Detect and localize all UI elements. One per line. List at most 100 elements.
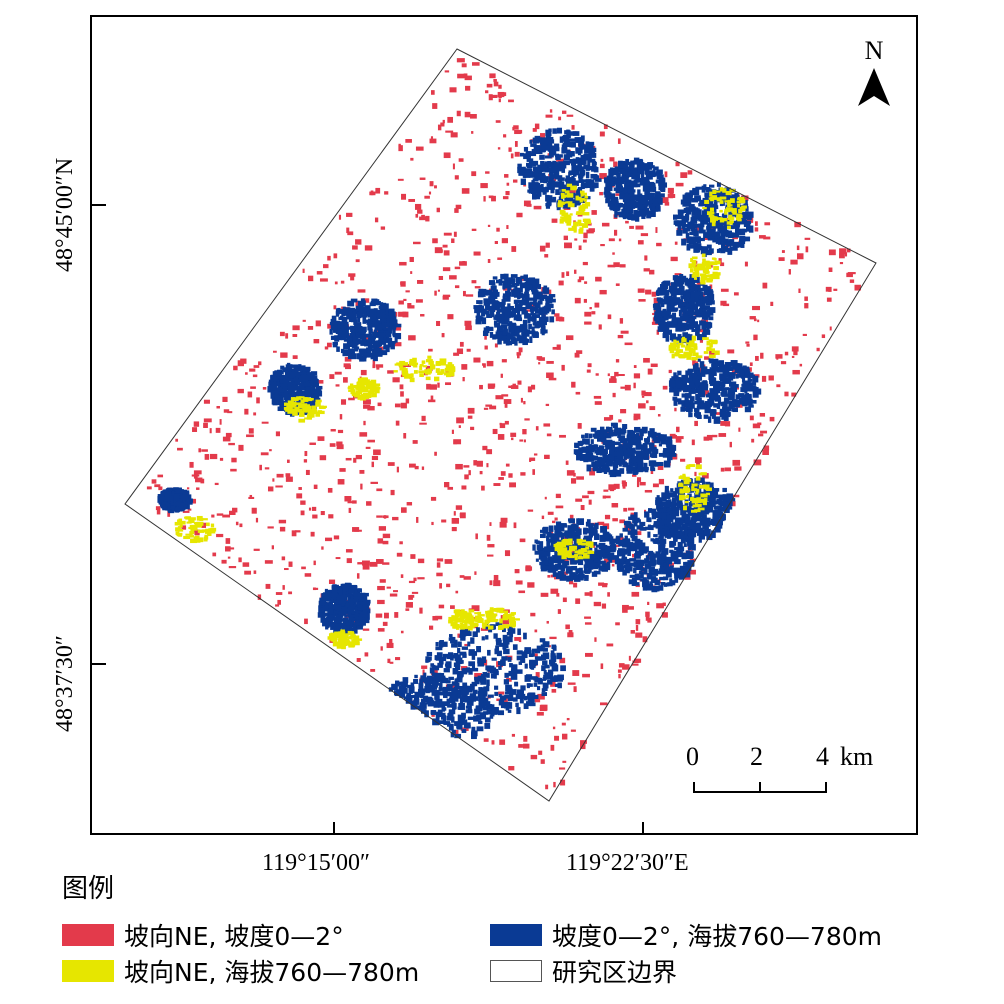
red-patch (617, 536, 624, 541)
blue-patch (501, 299, 506, 305)
blue-patch (654, 432, 661, 437)
red-patch (238, 444, 244, 451)
red-patch (428, 191, 432, 195)
blue-patch (367, 344, 373, 350)
red-patch (504, 403, 508, 408)
blue-patch (529, 306, 533, 312)
blue-patch (502, 286, 506, 290)
red-patch (661, 197, 669, 204)
red-patch (175, 438, 179, 442)
red-patch (464, 320, 472, 326)
red-patch (345, 365, 351, 370)
red-patch (339, 468, 346, 472)
red-patch (346, 212, 353, 217)
blue-patch (674, 546, 680, 550)
blue-patch (565, 175, 571, 180)
blue-patch (748, 385, 756, 392)
red-patch (405, 398, 410, 404)
red-patch (272, 478, 275, 482)
red-patch (377, 402, 382, 407)
red-patch (558, 280, 564, 286)
blue-patch (544, 560, 549, 564)
blue-patch (481, 317, 487, 325)
blue-patch (680, 538, 686, 544)
blue-patch (561, 167, 566, 173)
red-patch (720, 288, 729, 292)
red-patch (617, 334, 624, 339)
blue-patch (691, 520, 697, 525)
blue-patch (726, 240, 732, 247)
red-patch (471, 228, 477, 231)
blue-patch (304, 389, 310, 395)
red-patch (498, 691, 505, 695)
blue-patch (650, 202, 657, 208)
red-patch (285, 473, 291, 477)
blue-patch (697, 223, 703, 228)
red-patch (753, 459, 762, 466)
red-patch (398, 145, 403, 152)
blue-patch (694, 363, 699, 370)
blue-patch (388, 310, 393, 314)
red-patch (568, 580, 574, 585)
red-patch (535, 672, 540, 678)
blue-patch (681, 523, 688, 531)
blue-patch (366, 319, 372, 325)
blue-patch (390, 342, 395, 350)
blue-patch (713, 505, 719, 510)
red-patch (451, 429, 454, 434)
blue-patch (644, 526, 651, 530)
blue-patch (555, 529, 562, 534)
red-patch (271, 545, 274, 550)
red-patch (718, 258, 722, 263)
blue-patch (648, 162, 653, 167)
red-patch (305, 469, 310, 476)
red-patch (443, 152, 451, 159)
blue-patch (691, 211, 695, 216)
red-patch (674, 407, 677, 412)
red-patch (509, 482, 517, 488)
blue-patch (574, 542, 579, 548)
red-patch (453, 231, 457, 237)
red-patch (459, 261, 467, 266)
red-patch (410, 157, 414, 161)
red-patch (675, 182, 684, 187)
red-patch (657, 414, 661, 417)
blue-patch (500, 324, 508, 329)
blue-patch (313, 390, 319, 397)
red-patch (336, 444, 344, 450)
blue-patch (736, 223, 740, 228)
red-patch (504, 550, 511, 557)
red-patch (364, 652, 369, 657)
red-patch (489, 580, 493, 586)
red-patch (304, 573, 312, 577)
blue-patch (468, 661, 476, 667)
red-patch (497, 257, 503, 260)
red-patch (776, 384, 781, 388)
blue-patch (330, 335, 337, 340)
blue-patch (549, 198, 556, 203)
red-patch (496, 227, 500, 232)
red-patch (828, 249, 836, 256)
red-patch (724, 421, 731, 427)
blue-patch (491, 301, 498, 305)
blue-patch (549, 148, 557, 155)
red-patch (544, 496, 547, 500)
red-patch (338, 214, 342, 220)
blue-patch (523, 146, 529, 152)
blue-patch (731, 399, 738, 406)
blue-patch (274, 396, 278, 402)
blue-patch (627, 530, 631, 535)
blue-patch (541, 325, 546, 332)
blue-patch (308, 389, 315, 394)
blue-patch (586, 546, 593, 552)
red-patch (503, 134, 507, 138)
blue-patch (571, 165, 577, 171)
blue-patch (540, 552, 544, 557)
red-patch (668, 369, 672, 374)
blue-patch (542, 547, 548, 552)
red-patch (778, 257, 785, 261)
blue-patch (545, 565, 551, 570)
red-patch (556, 344, 561, 350)
blue-patch (688, 387, 695, 394)
blue-patch (529, 336, 533, 343)
